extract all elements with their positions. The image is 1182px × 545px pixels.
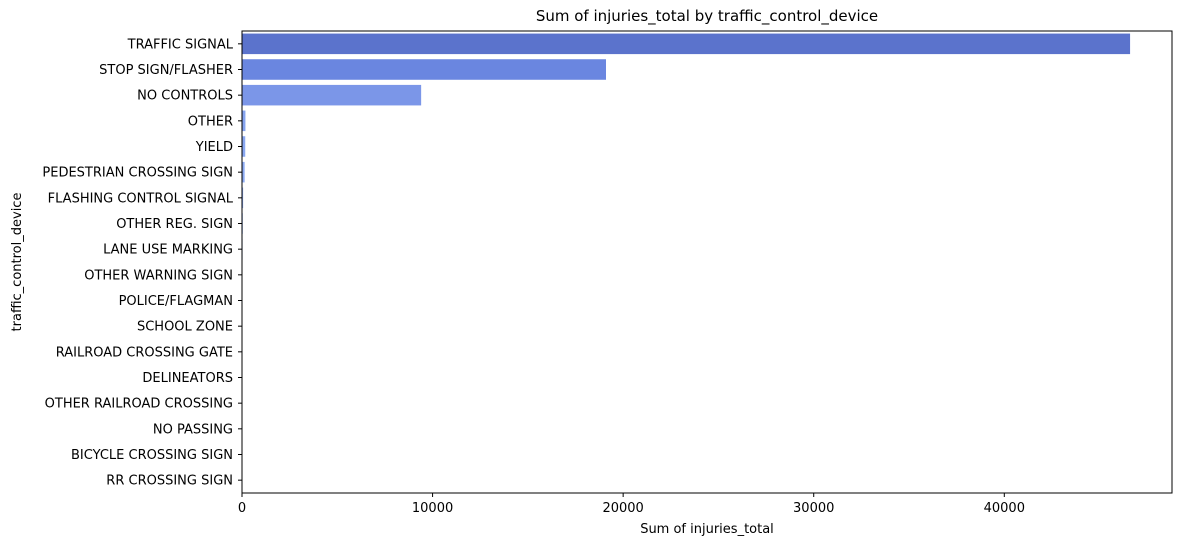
x-tick-label-4: 40000 [984,501,1025,516]
category-label-15: NO PASSING [153,422,233,437]
bar-2 [242,84,422,106]
x-axis-ticks: 0 10000 20000 30000 40000 [238,493,1025,516]
x-tick-label-3: 30000 [793,501,834,516]
x-tick-label-2: 20000 [602,501,643,516]
bar-1 [242,59,606,80]
category-label-17: RR CROSSING SIGN [106,474,233,489]
category-label-3: OTHER [188,114,233,129]
plot-frame [241,30,1173,494]
category-labels: TRAFFIC SIGNAL STOP SIGN/FLASHER NO CONTRO… [42,37,242,489]
category-label-0: TRAFFIC SIGNAL [127,37,234,52]
bar-3 [242,110,246,132]
x-axis-label: Sum of injuries_total [640,522,774,537]
y-axis-label: traffic_control_device [10,193,25,332]
category-label-16: BICYCLE CROSSING SIGN [71,448,233,463]
bar-0 [242,33,1131,55]
category-label-1: STOP SIGN/FLASHER [99,63,233,78]
category-label-2: NO CONTROLS [137,89,233,104]
category-label-4: YIELD [195,140,233,155]
category-label-13: DELINEATORS [142,371,233,386]
category-label-14: OTHER RAILROAD CROSSING [45,397,233,412]
x-tick-label-1: 10000 [412,501,453,516]
category-label-8: LANE USE MARKING [103,243,233,258]
bars-group [242,33,1131,491]
category-label-12: RAILROAD CROSSING GATE [56,345,233,360]
bar-6 [242,187,244,209]
category-label-9: OTHER WARNING SIGN [84,268,233,283]
category-label-11: SCHOOL ZONE [137,320,233,335]
bar-4 [242,136,246,157]
category-label-7: OTHER REG. SIGN [116,217,233,232]
category-label-6: FLASHING CONTROL SIGNAL [48,191,234,206]
x-tick-label-0: 0 [238,501,246,516]
chart-title: Sum of injuries_total by traffic_control… [536,7,878,26]
bar-5 [242,161,245,183]
category-label-10: POLICE/FLAGMAN [119,294,233,309]
category-label-5: PEDESTRIAN CROSSING SIGN [42,166,233,181]
